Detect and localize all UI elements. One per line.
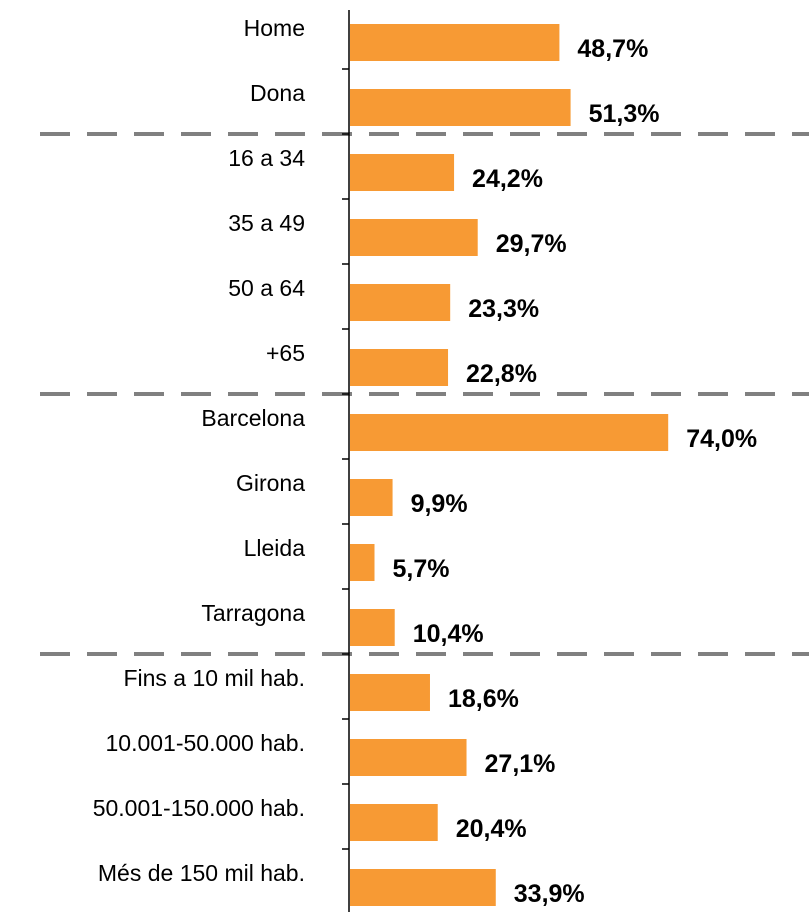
category-label: Tarragona [201, 600, 305, 626]
bar [350, 89, 571, 126]
value-label: 29,7% [496, 230, 567, 258]
category-label: 10.001-50.000 hab. [105, 730, 305, 756]
category-label: Barcelona [201, 405, 305, 431]
bar [350, 479, 393, 516]
value-label: 5,7% [393, 555, 450, 583]
category-label: Dona [250, 80, 305, 106]
category-label: Fins a 10 mil hab. [123, 665, 305, 691]
bar [350, 414, 669, 451]
bar [350, 154, 455, 191]
value-label: 33,9% [514, 880, 585, 908]
value-label: 10,4% [413, 620, 484, 648]
category-label: +65 [266, 340, 305, 366]
category-label: Girona [236, 470, 305, 496]
category-label: 35 a 49 [228, 210, 305, 236]
value-label: 23,3% [468, 295, 539, 323]
bar [350, 804, 438, 841]
bar [350, 219, 478, 256]
value-label: 48,7% [577, 35, 648, 63]
bar [350, 739, 467, 776]
value-label: 51,3% [589, 100, 660, 128]
category-label: 50.001-150.000 hab. [93, 795, 305, 821]
bar [350, 609, 395, 646]
value-label: 74,0% [686, 425, 757, 453]
value-label: 27,1% [485, 750, 556, 778]
bar [350, 544, 375, 581]
category-label: Home [244, 15, 305, 41]
bar [350, 869, 496, 906]
bar [350, 674, 430, 711]
bar [350, 24, 560, 61]
value-label: 22,8% [466, 360, 537, 388]
value-label: 9,9% [411, 490, 468, 518]
category-label: 16 a 34 [228, 145, 305, 171]
category-label: Més de 150 mil hab. [98, 860, 305, 886]
category-label: Lleida [244, 535, 306, 561]
category-label: 50 a 64 [228, 275, 305, 301]
value-label: 18,6% [448, 685, 519, 713]
bar [350, 284, 451, 321]
bar [350, 349, 449, 386]
value-label: 24,2% [472, 165, 543, 193]
value-label: 20,4% [456, 815, 527, 843]
